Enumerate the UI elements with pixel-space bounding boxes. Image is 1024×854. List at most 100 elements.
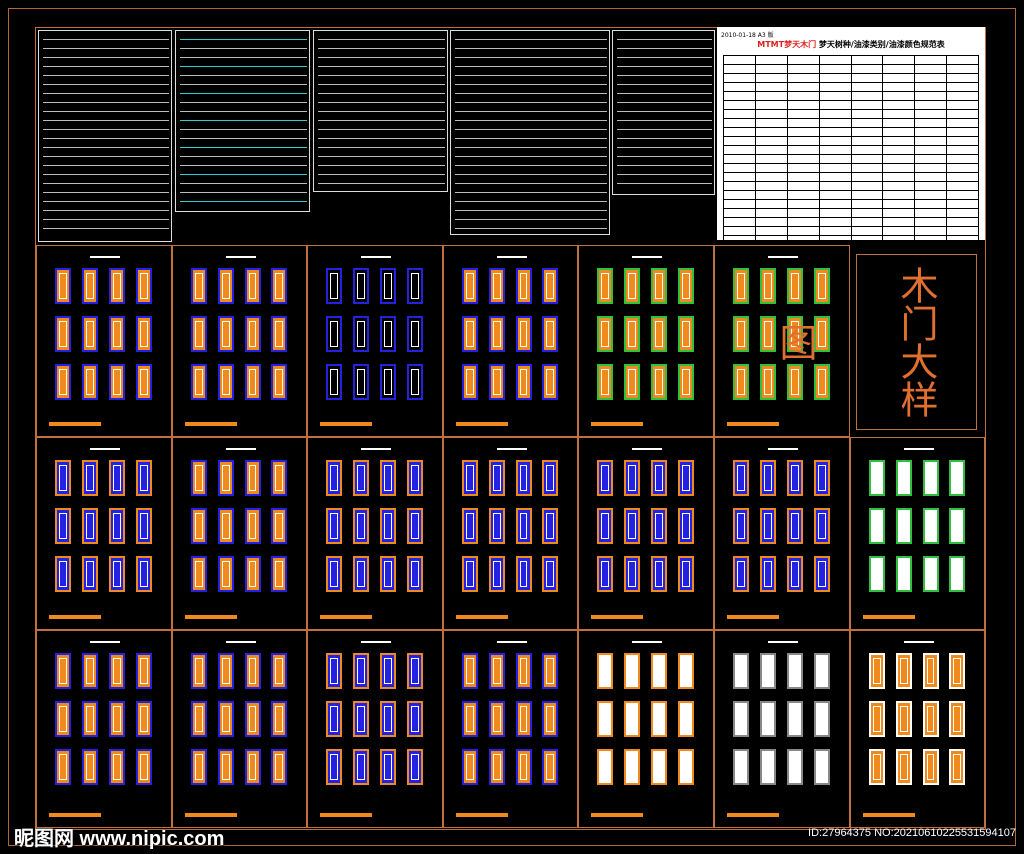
door-elevation	[949, 653, 966, 689]
door-panel	[59, 369, 67, 395]
door-panel	[628, 465, 636, 491]
door-panel	[546, 658, 555, 684]
door-panel	[492, 658, 501, 684]
table-cell	[723, 100, 756, 110]
table-cell	[754, 208, 788, 218]
table-line	[318, 93, 445, 94]
door-panel	[519, 273, 528, 299]
door-panel	[411, 273, 419, 299]
table-cell	[850, 154, 884, 164]
table-line	[43, 147, 169, 148]
door-elevation	[82, 508, 98, 544]
door-panel	[682, 658, 690, 684]
door-elevation	[651, 701, 667, 737]
table-cell	[818, 55, 852, 65]
door-elevation	[55, 701, 71, 737]
door-sheet	[307, 630, 443, 828]
door-sheet	[443, 245, 578, 437]
table-cell	[754, 181, 788, 191]
table-line	[617, 138, 712, 139]
door-panel	[655, 369, 663, 395]
table-cell	[754, 226, 788, 236]
door-elevation	[380, 268, 396, 304]
door-panel	[140, 754, 148, 780]
door-elevation	[597, 268, 613, 304]
table-cell	[882, 208, 916, 218]
table-line	[617, 93, 712, 94]
table-cell	[914, 82, 948, 92]
table-line	[180, 192, 307, 193]
table-cell	[850, 217, 884, 227]
door-panel	[195, 658, 203, 684]
door-elevation	[787, 749, 803, 785]
table-cell	[723, 199, 756, 209]
door-panel	[791, 369, 799, 395]
table-line	[617, 66, 712, 67]
door-panel	[248, 321, 257, 347]
table-cell	[914, 199, 948, 209]
door-elevation	[787, 268, 803, 304]
door-panel	[953, 706, 962, 732]
door-elevation	[462, 749, 478, 785]
table-line	[318, 48, 445, 49]
table-cell	[754, 217, 788, 227]
door-elevation	[271, 701, 288, 737]
door-panel	[492, 513, 501, 539]
door-panel	[601, 369, 609, 395]
door-panel	[546, 465, 555, 491]
door-elevation	[488, 556, 505, 592]
door-panel	[791, 658, 799, 684]
door-sheet	[36, 630, 172, 828]
table-line	[318, 84, 445, 85]
door-panel	[655, 273, 663, 299]
door-panel	[275, 369, 284, 395]
door-panel	[791, 706, 799, 732]
door-panel	[791, 321, 799, 347]
door-elevation	[733, 556, 749, 592]
door-panel	[519, 369, 528, 395]
door-panel	[655, 754, 663, 780]
door-sheet	[714, 437, 850, 630]
door-elevation	[515, 749, 532, 785]
door-elevation	[244, 508, 261, 544]
door-elevation	[326, 653, 342, 689]
table-cell	[754, 136, 788, 146]
door-elevation	[760, 749, 776, 785]
table-line	[455, 39, 607, 40]
outer-border	[8, 8, 1016, 846]
door-elevation	[244, 556, 261, 592]
door-elevation	[82, 460, 98, 496]
table-cell	[850, 64, 884, 74]
table-cell	[882, 73, 916, 83]
door-panel	[519, 465, 528, 491]
door-elevation	[109, 460, 125, 496]
door-elevation	[651, 508, 667, 544]
section-detail	[456, 422, 508, 426]
door-elevation	[407, 364, 423, 400]
door-panel	[818, 658, 826, 684]
table-cell	[850, 73, 884, 83]
door-panel	[59, 465, 67, 491]
table-cell	[818, 172, 852, 182]
table-cell	[882, 154, 916, 164]
section-detail	[49, 813, 101, 817]
door-elevation	[678, 460, 694, 496]
door-panel	[628, 273, 636, 299]
door-elevation	[462, 701, 478, 737]
table-line	[455, 66, 607, 67]
table-cell	[850, 226, 884, 236]
table-line	[180, 75, 307, 76]
table-line	[455, 183, 607, 184]
door-elevation	[760, 653, 776, 689]
table-line	[318, 174, 445, 175]
table-cell	[882, 163, 916, 173]
door-panel	[86, 754, 94, 780]
door-elevation	[814, 268, 830, 304]
table-cell	[850, 181, 884, 191]
door-elevation	[760, 364, 776, 400]
door-panel	[113, 465, 121, 491]
door-elevation	[462, 556, 478, 592]
door-elevation	[624, 653, 640, 689]
door-panel	[140, 561, 148, 587]
door-elevation	[624, 556, 640, 592]
